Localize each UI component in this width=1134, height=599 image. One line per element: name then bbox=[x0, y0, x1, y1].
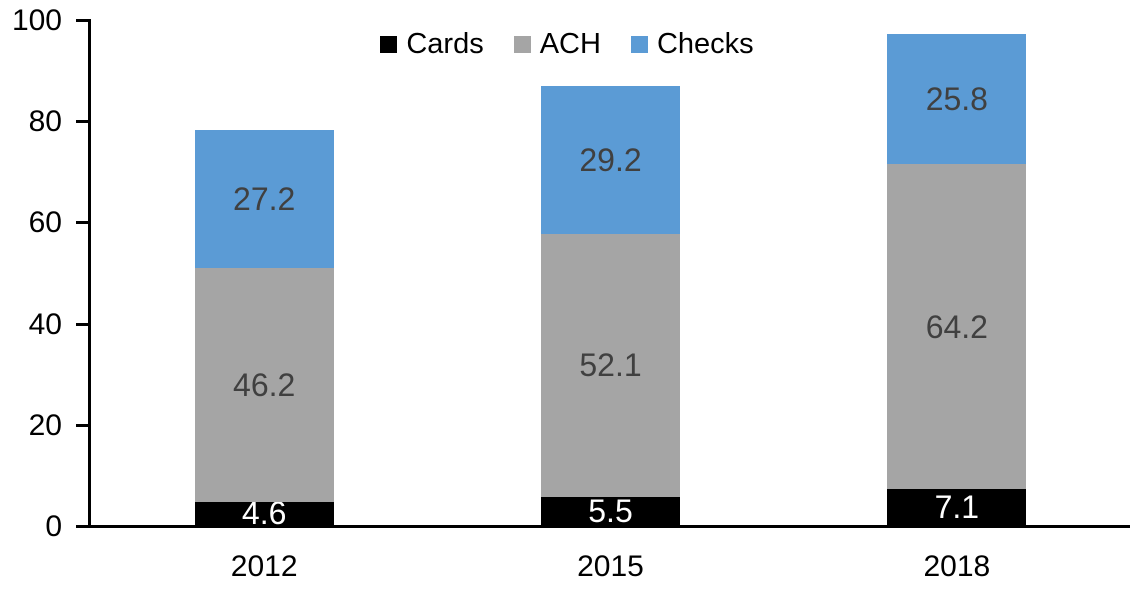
bar-segment-cards-2018 bbox=[887, 489, 1027, 525]
y-axis-tick-label: 80 bbox=[28, 105, 62, 139]
bar-segment-cards-2012 bbox=[194, 501, 334, 525]
legend-swatch-cards-icon bbox=[380, 36, 398, 53]
y-axis-tick bbox=[76, 423, 88, 427]
y-axis-tick bbox=[76, 19, 88, 22]
bar-segment-ach-2012 bbox=[194, 267, 334, 502]
bar-segment-ach-2015 bbox=[541, 233, 680, 498]
legend-entry-ach: ACH bbox=[513, 28, 601, 60]
legend-label-checks: Checks bbox=[656, 28, 754, 60]
y-axis-tick bbox=[76, 322, 88, 326]
bar-segment-cards-2015 bbox=[541, 497, 680, 525]
bar-segment-checks-2018 bbox=[887, 33, 1027, 165]
y-axis-tick bbox=[76, 221, 88, 225]
y-axis-tick-label: 100 bbox=[11, 4, 62, 37]
legend-label-ach: ACH bbox=[539, 28, 601, 60]
x-axis-category-label: 2015 bbox=[577, 550, 644, 583]
x-axis-category-label: 2012 bbox=[230, 550, 298, 583]
legend-swatch-checks-icon bbox=[630, 36, 648, 53]
bar-segment-ach-2018 bbox=[887, 164, 1027, 490]
y-axis-tick bbox=[76, 120, 88, 124]
y-axis-tick-label: 40 bbox=[28, 307, 62, 341]
legend-entry-cards: Cards bbox=[380, 28, 484, 60]
legend-entry-checks: Checks bbox=[630, 28, 754, 60]
legend-label-cards: Cards bbox=[406, 28, 484, 60]
bar-segment-checks-2015 bbox=[541, 85, 680, 234]
y-axis-tick-label: 60 bbox=[28, 206, 62, 240]
legend-swatch-ach-icon bbox=[513, 36, 531, 53]
y-axis-line bbox=[88, 19, 91, 528]
y-axis-tick-label: 0 bbox=[45, 510, 62, 543]
x-axis-line bbox=[76, 525, 1130, 528]
bar-segment-checks-2012 bbox=[194, 130, 334, 268]
legend: Cards ACH Checks bbox=[0, 30, 1134, 59]
y-axis-tick-label: 20 bbox=[28, 408, 62, 442]
x-axis-category-label: 2018 bbox=[923, 550, 991, 583]
